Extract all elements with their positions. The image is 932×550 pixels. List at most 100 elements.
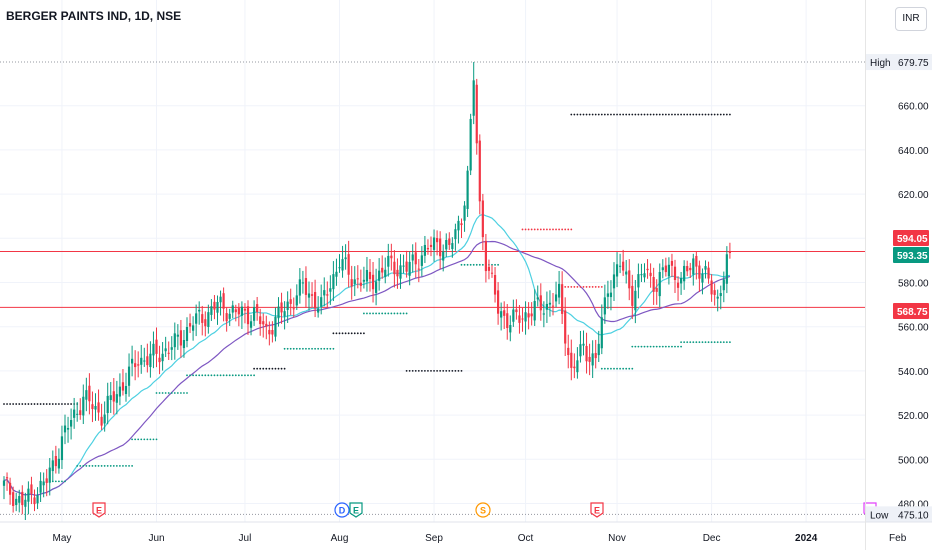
psar-dot xyxy=(6,403,8,405)
candle-body xyxy=(509,325,512,333)
psar-dot xyxy=(430,370,432,372)
psar-dot xyxy=(61,480,63,483)
psar-dot xyxy=(445,370,448,372)
psar-dot xyxy=(305,347,307,350)
event-marker-earnings[interactable]: E xyxy=(590,502,604,518)
psar-dot xyxy=(710,341,713,344)
x-tick-label: Oct xyxy=(518,533,534,544)
candle-body xyxy=(695,255,698,267)
candle-body xyxy=(231,305,234,313)
candle-body xyxy=(564,310,567,344)
ma-fast-line xyxy=(3,213,731,496)
psar-dot xyxy=(594,113,597,116)
psar-dot xyxy=(701,113,704,116)
candle-body xyxy=(5,477,9,479)
candle-body xyxy=(320,297,323,307)
candle-body xyxy=(692,258,695,275)
event-marker-earnings[interactable]: E xyxy=(349,502,363,518)
candle-body xyxy=(643,273,646,278)
candle-body xyxy=(350,279,353,287)
candle-body xyxy=(347,254,350,275)
psar-dot xyxy=(689,341,692,344)
candle-body xyxy=(82,396,85,416)
psar-dot xyxy=(21,403,24,405)
candle-body xyxy=(664,265,667,273)
ma-slow-line xyxy=(3,240,731,496)
candle-body xyxy=(500,311,503,318)
price-axis[interactable]: 480.00500.00520.00540.00560.00580.00600.… xyxy=(866,54,932,523)
psar-dot xyxy=(542,228,545,231)
candle-body xyxy=(429,244,433,248)
x-tick-label: Dec xyxy=(703,533,721,544)
candle-body xyxy=(298,279,301,296)
candle-body xyxy=(280,302,283,313)
price-tag-value: 593.35 xyxy=(897,251,928,262)
psar-dot xyxy=(600,113,603,116)
candle-body xyxy=(243,308,247,311)
psar-dot xyxy=(427,370,429,372)
currency-button[interactable]: INR xyxy=(895,7,927,31)
psar-dot xyxy=(256,367,259,370)
psar-dot xyxy=(3,403,5,405)
candle-body xyxy=(353,279,356,284)
candle-body xyxy=(91,404,94,410)
candle-body xyxy=(375,281,378,293)
psar-dot xyxy=(298,347,301,350)
candle-body xyxy=(387,255,390,267)
candle-body xyxy=(192,325,195,331)
psar-dot xyxy=(530,228,533,231)
candle-body xyxy=(561,284,564,314)
psar-dot xyxy=(347,332,350,335)
candle-body xyxy=(170,347,173,350)
psar-dot xyxy=(228,374,231,377)
psar-dot xyxy=(546,228,548,231)
psar-dot xyxy=(610,367,612,370)
candle-body xyxy=(127,366,131,386)
psar-dot xyxy=(213,374,216,377)
price-tag-value: 594.05 xyxy=(897,234,928,245)
candle-body xyxy=(265,323,268,327)
candle-body xyxy=(609,292,613,298)
psar-dot xyxy=(122,465,124,467)
candle-body xyxy=(124,386,128,395)
event-marker-earnings[interactable]: E xyxy=(92,502,106,518)
psar-dot xyxy=(341,332,344,335)
event-marker-dividend[interactable]: D xyxy=(334,502,350,518)
psar-dot xyxy=(597,286,600,288)
candle-body xyxy=(417,268,420,270)
psar-dot xyxy=(576,113,579,116)
time-axis[interactable]: May Jun Jul Aug Sep Oct Nov Dec 2024 Feb xyxy=(0,521,932,544)
psar-dot xyxy=(176,392,179,394)
psar-dot xyxy=(704,113,707,116)
psar-dot xyxy=(30,403,33,405)
psar-dot xyxy=(155,438,158,441)
candle-body xyxy=(661,267,664,271)
psar-dot xyxy=(253,374,256,377)
candle-body xyxy=(24,499,27,507)
event-markers[interactable]: EDESEE xyxy=(92,502,877,518)
candle-body xyxy=(158,357,161,363)
psar-dot xyxy=(173,392,176,394)
candle-body xyxy=(2,480,6,486)
candle-body xyxy=(292,308,295,310)
candle-body xyxy=(201,314,204,323)
candle-body xyxy=(426,247,430,250)
psar-dot xyxy=(457,370,460,372)
psar-dot xyxy=(698,113,701,116)
candle-body xyxy=(118,386,121,397)
candle-body xyxy=(634,290,637,311)
psar-dot xyxy=(567,228,570,231)
psar-dot xyxy=(356,332,359,335)
candle-body xyxy=(39,480,42,493)
candle-body xyxy=(356,278,359,280)
psar-dot xyxy=(695,113,698,116)
candle-body xyxy=(405,261,408,272)
event-marker-split[interactable]: S xyxy=(475,502,491,518)
candle-body xyxy=(652,276,655,292)
psar-dot xyxy=(36,403,39,405)
psar-dot xyxy=(603,113,606,116)
candle-body xyxy=(393,261,396,275)
chart-title: BERGER PAINTS IND, 1D, NSE xyxy=(6,9,182,23)
psar-dot xyxy=(183,392,185,394)
